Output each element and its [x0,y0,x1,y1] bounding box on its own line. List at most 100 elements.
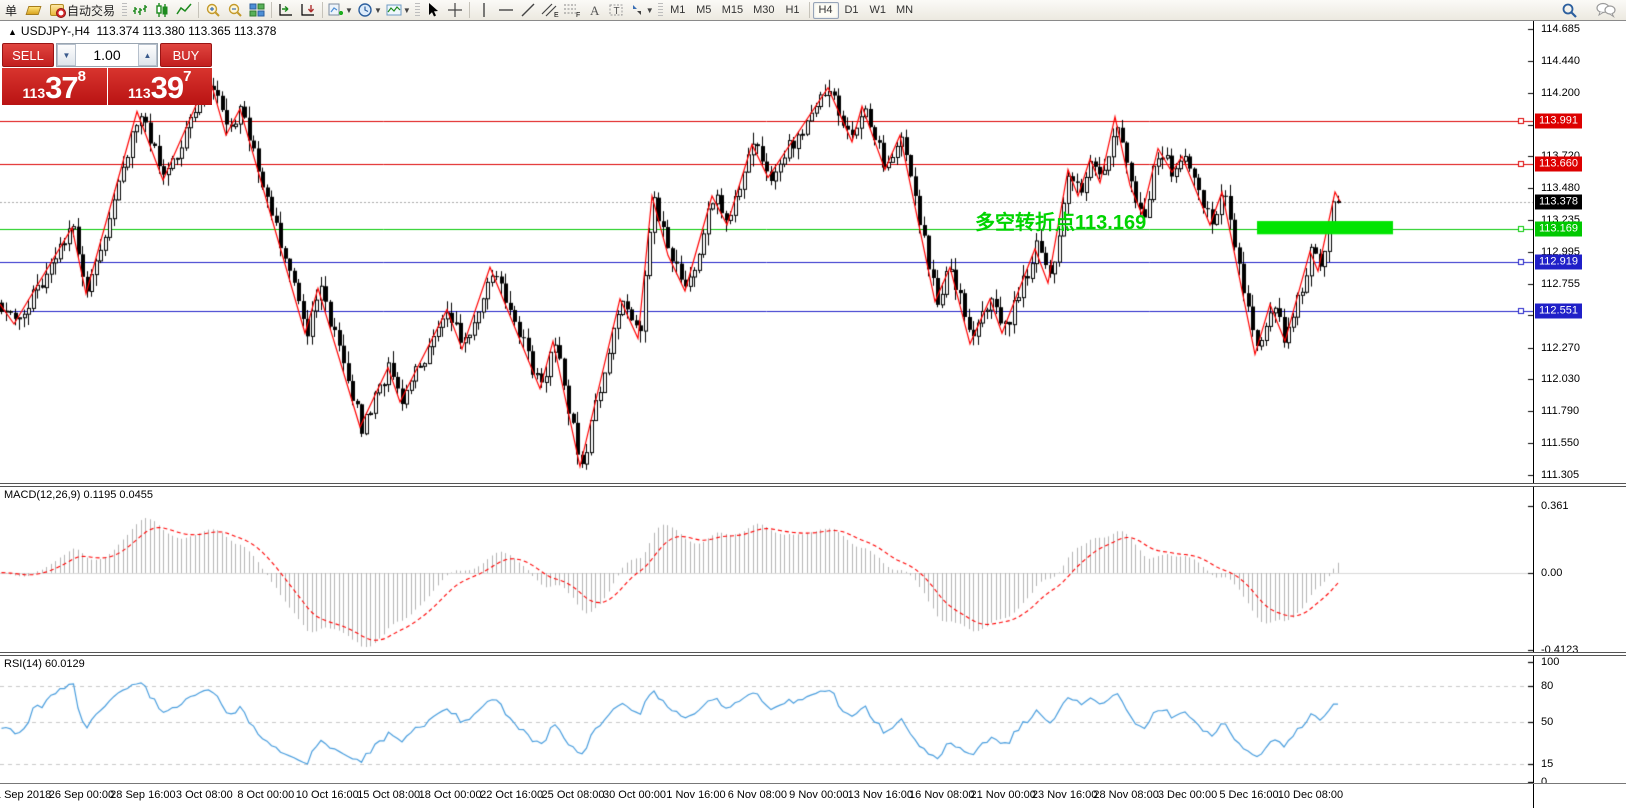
buy-price-pips: 39 [150,70,184,105]
timeframe-W1[interactable]: W1 [869,4,887,16]
templates-caret: ▼ [402,5,411,15]
candlestick-mode-button[interactable] [151,1,173,20]
level-price-tag: 112.551 [1535,303,1582,319]
timeframe-M1[interactable]: M1 [670,4,686,16]
buy-price-base: 113 [128,85,151,101]
rsi-chart[interactable] [0,656,1533,783]
volume-input[interactable] [76,44,138,66]
candlestick-chart[interactable] [0,21,1533,483]
timeframe-M15[interactable]: M15 [721,4,744,16]
price-tick-label: 112.030 [1541,373,1580,386]
auto-scroll-button[interactable] [297,1,319,20]
time-tick-label: 1 Nov 16:00 [666,789,726,801]
sell-price-base: 113 [22,85,46,101]
periods-button[interactable]: ▼ [355,1,384,20]
indicators-caret: ▼ [345,5,353,15]
cursor-tool-button[interactable] [422,1,444,20]
timeframe-H4[interactable]: H4 [812,1,839,19]
search-button[interactable] [1558,1,1580,20]
time-tick-label: 8 Oct 00:00 [237,789,295,801]
autotrading-button[interactable]: 自动交易 [48,1,120,20]
text-tool[interactable]: A [583,1,605,20]
buy-price-button[interactable]: 113 39 7 [107,68,212,105]
volume-decrease-button[interactable]: ▼ [57,44,76,66]
time-tick-label: 10 Oct 16:00 [295,789,359,801]
timeframe-MN[interactable]: MN [896,4,914,16]
rsi-header: RSI(14) 60.0129 [4,658,85,670]
chart-shift-button[interactable] [275,1,297,20]
horizontal-line-icon [498,9,513,11]
time-tick-label: 21 Sep 2018 [0,789,52,801]
trendline-icon [521,3,535,17]
arrows-icon [632,5,641,15]
toolbar-grip [414,2,420,18]
vertical-line-tool[interactable] [473,1,495,20]
timeframe-H1[interactable]: H1 [785,4,800,16]
fibonacci-icon: F [563,4,580,18]
buy-button[interactable]: BUY [160,43,212,67]
time-tick-label: 9 Nov 00:00 [789,789,849,801]
time-tick-label: 16 Nov 08:00 [909,789,975,801]
price-tick-label: 112.270 [1541,341,1580,354]
crosshair-tool-button[interactable] [444,1,466,20]
timeframe-D1[interactable]: D1 [844,4,859,16]
indicators-icon [328,3,344,16]
time-tick-label: 21 Nov 00:00 [970,789,1036,801]
sell-price-button[interactable]: 113 37 8 [2,68,107,105]
cursor-icon [428,3,438,17]
price-tick-label: 111.305 [1541,469,1580,482]
svg-text:E: E [554,12,559,18]
new-order-button[interactable]: 单 [0,1,22,20]
new-order-icon[interactable] [22,1,44,20]
panel-splitter[interactable] [0,483,1626,487]
templates-button[interactable]: ▼ [384,1,413,20]
rsi-tick-label: 0 [1541,776,1548,788]
price-axis[interactable]: 114.685114.440114.200113.960113.720113.4… [1533,21,1626,483]
autotrading-label: 自动交易 [67,3,116,18]
equidistant-channel-tool[interactable]: E [539,1,561,20]
price-tick-label: 114.685 [1541,23,1580,35]
fibonacci-tool[interactable]: F [561,1,583,20]
turning-point-annotation[interactable]: 多空转折点113.169 [975,212,1147,235]
macd-axis[interactable]: 0.361 0.00 -0.4123 [1533,487,1626,656]
panel-splitter[interactable] [0,652,1626,656]
line-chart-mode-button[interactable] [173,1,195,20]
level-price-tag: 113.169 [1535,221,1582,237]
time-tick-label: 28 Nov 08:00 [1093,789,1159,801]
chart-ohlc-values: 113.374 113.380 113.365 113.378 [96,24,277,38]
auto-scroll-icon [301,4,315,16]
time-tick-label: 3 Oct 08:00 [175,789,233,801]
zoom-in-button[interactable] [202,1,224,20]
arrows-tool[interactable]: ▼ [627,1,656,20]
rsi-axis[interactable]: 100 80 50 15 0 [1533,656,1626,788]
zoom-out-button[interactable] [224,1,246,20]
zoom-in-icon [206,3,220,17]
rsi-tick-label: 80 [1541,680,1554,692]
time-tick-label: 25 Oct 08:00 [541,789,605,801]
new-order-label: 单 [5,3,18,18]
level-price-tag: 113.660 [1535,156,1582,172]
bar-chart-mode-button[interactable] [129,1,151,20]
template-icon [386,4,402,16]
tile-windows-button[interactable] [246,1,268,20]
chat-button[interactable] [1594,1,1618,20]
macd-chart[interactable] [0,487,1533,652]
price-tick-label: 113.480 [1541,182,1580,195]
level-price-tag: 113.991 [1535,113,1582,129]
trendline-tool[interactable] [517,1,539,20]
volume-increase-button[interactable]: ▲ [138,44,157,66]
horizontal-line-tool[interactable] [495,1,517,20]
indicators-button[interactable]: ▼ [326,1,355,20]
chat-icon [1596,2,1616,18]
timeframe-M5[interactable]: M5 [696,4,712,16]
time-tick-label: 22 Oct 16:00 [480,789,544,801]
time-tick-label: 23 Nov 16:00 [1031,789,1098,801]
timeframe-M30[interactable]: M30 [753,4,775,16]
channel-icon: E [541,3,559,18]
time-tick-label: 5 Dec 16:00 [1219,789,1279,801]
sell-button[interactable]: SELL [2,43,54,67]
price-tick-label: 114.200 [1541,87,1580,100]
text-label-tool[interactable]: T [605,1,627,20]
collapse-triangle-icon[interactable]: ▲ [8,27,17,37]
